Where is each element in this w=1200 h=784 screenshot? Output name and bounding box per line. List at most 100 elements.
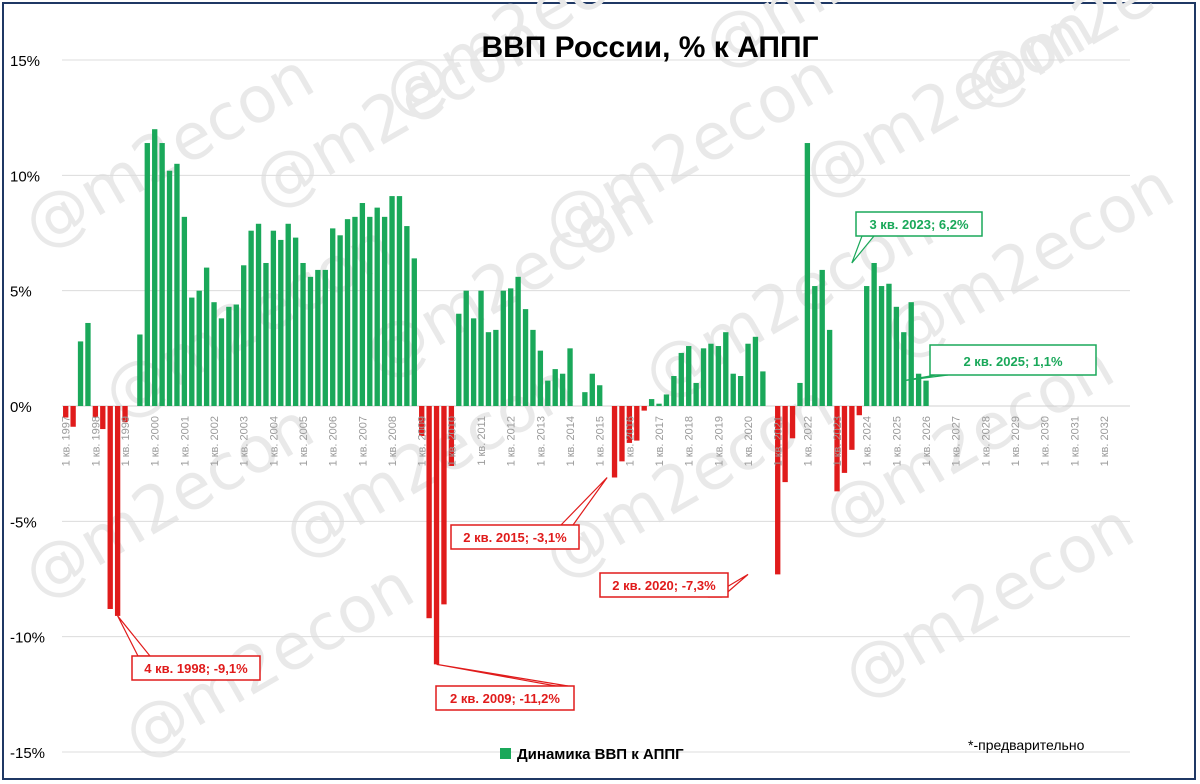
x-tick-label: 1 кв. 2019 <box>713 416 725 466</box>
x-tick-label: 1 кв. 2014 <box>565 416 577 466</box>
bar <box>359 203 366 406</box>
bar <box>352 216 358 406</box>
x-tick-label: 1 кв. 2000 <box>150 416 162 466</box>
x-tick-label: 1 кв. 2011 <box>476 416 488 466</box>
bar <box>404 226 410 406</box>
bar <box>144 143 150 407</box>
callout-box <box>929 344 1097 376</box>
bar <box>700 348 707 406</box>
bar <box>671 376 677 406</box>
bar <box>515 276 521 406</box>
bar <box>292 237 299 406</box>
bar <box>63 406 69 418</box>
bar <box>648 399 655 406</box>
x-tick-label: 1 кв. 1999 <box>120 416 132 466</box>
y-axis-ticks: 15% 10% 5% 0% -5% -10% -15% <box>10 53 45 762</box>
bar <box>433 406 440 665</box>
bar <box>760 371 766 406</box>
bar <box>864 286 870 406</box>
callout-label: 2 кв. 2009; -11,2% <box>450 691 560 706</box>
bar <box>174 163 180 406</box>
bar <box>233 304 239 406</box>
bar <box>901 332 907 406</box>
bar <box>663 394 670 406</box>
bar <box>411 258 417 406</box>
bar <box>686 346 692 406</box>
bar <box>849 406 855 450</box>
bar <box>619 406 625 462</box>
bar <box>626 406 633 443</box>
bar <box>374 207 380 406</box>
x-tick-label: 1 кв. 1997 <box>61 416 73 466</box>
bar <box>152 129 158 406</box>
bar <box>641 406 647 411</box>
bar <box>804 143 811 407</box>
bar <box>367 216 373 406</box>
x-axis-ticks: 1 кв. 1997 1 кв. 1998 1 кв. 1999 1 кв. 2000… <box>61 416 1111 466</box>
bar <box>255 223 262 406</box>
bar <box>775 406 781 575</box>
bar <box>218 318 225 406</box>
bar <box>737 376 744 406</box>
bar <box>782 406 788 483</box>
bar <box>611 406 618 478</box>
callout-box <box>450 524 580 550</box>
bar <box>841 406 848 473</box>
bar <box>70 406 76 427</box>
callout-label: 4 кв. 1998; -9,1% <box>144 661 248 676</box>
bar <box>826 329 833 406</box>
bar <box>344 219 351 406</box>
x-tick-label: 1 кв. 2025 <box>891 416 903 466</box>
x-tick-label: 1 кв. 2003 <box>239 416 251 466</box>
bar <box>678 352 684 406</box>
bar <box>908 302 914 406</box>
x-tick-label: 1 кв. 2008 <box>387 416 399 466</box>
x-tick-label: 1 кв. 2005 <box>298 416 310 466</box>
bar <box>923 380 929 406</box>
bar <box>419 406 425 436</box>
bar <box>159 143 165 407</box>
bar <box>715 346 722 406</box>
bar <box>203 267 210 406</box>
callout-box <box>131 655 261 681</box>
x-tick-label: 1 кв. 2023 <box>832 416 844 466</box>
bar <box>456 313 462 406</box>
bar <box>797 382 803 406</box>
bar <box>226 306 232 406</box>
bars-group <box>63 129 929 665</box>
bar <box>330 228 336 406</box>
bar <box>537 350 544 406</box>
bar <box>752 336 759 406</box>
bar <box>856 406 862 416</box>
callouts-group: 4 кв. 1998; -9,1% 2 кв. 2009; -11,2% 2 кв.… <box>117 211 1097 711</box>
x-tick-label: 1 кв. 2012 <box>506 416 518 466</box>
bar <box>300 262 306 406</box>
bar <box>448 406 455 466</box>
bar <box>381 216 388 406</box>
bar <box>189 297 195 406</box>
x-tick-label: 1 кв. 2004 <box>268 416 280 466</box>
bar <box>567 348 573 406</box>
x-tick-label: 1 кв. 2028 <box>980 416 992 466</box>
bar <box>270 230 277 406</box>
x-tick-label: 1 кв. 1998 <box>90 416 102 466</box>
bar <box>463 290 469 406</box>
x-tick-label: 1 кв. 2006 <box>328 416 340 466</box>
bar <box>211 302 217 406</box>
x-tick-label: 1 кв. 2007 <box>357 416 369 466</box>
y-tick-label: 15% <box>10 53 40 70</box>
x-tick-label: 1 кв. 2031 <box>1069 416 1081 466</box>
bar <box>500 290 506 406</box>
bar <box>493 329 499 406</box>
bar <box>634 406 640 441</box>
x-tick-label: 1 кв. 2030 <box>1040 416 1052 466</box>
gridlines <box>62 59 1130 753</box>
bar <box>871 262 877 406</box>
bar <box>819 269 825 406</box>
bar <box>441 406 447 605</box>
callout-box <box>855 211 983 237</box>
bar <box>589 373 595 406</box>
bar <box>85 322 91 406</box>
bar <box>263 262 269 406</box>
